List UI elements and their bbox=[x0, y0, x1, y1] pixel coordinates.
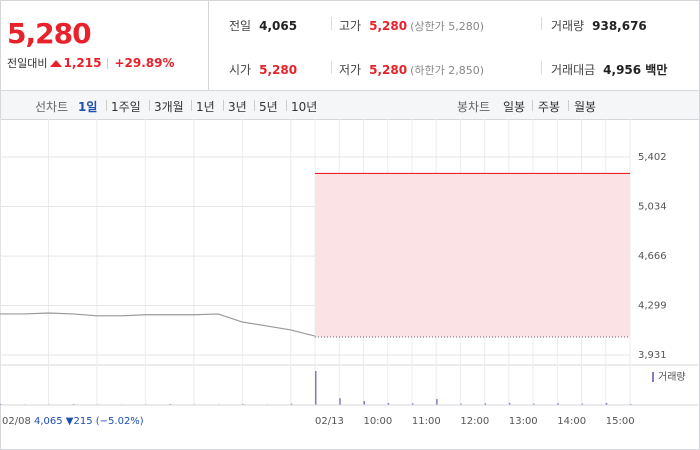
period-tab[interactable]: 10년 bbox=[291, 100, 318, 114]
up-icon bbox=[50, 60, 63, 67]
y-tick-label: 4,299 bbox=[638, 300, 667, 311]
tab-separator bbox=[106, 100, 107, 111]
volume-bar bbox=[242, 403, 244, 405]
stat: 거래량 938,676 bbox=[551, 17, 647, 34]
period-tab[interactable]: 1일 bbox=[78, 100, 98, 114]
tab-separator bbox=[286, 100, 287, 111]
y-tick-label: 3,931 bbox=[638, 350, 667, 361]
info-date: 02/08 bbox=[2, 416, 31, 427]
x-tick-label: 14:00 bbox=[557, 416, 586, 427]
volume-bar bbox=[605, 402, 608, 405]
volume-bar bbox=[0, 403, 2, 405]
info-text: 4,065 ▼215 (−5.02%) bbox=[34, 416, 144, 427]
y-tick-label: 5,402 bbox=[638, 152, 667, 163]
period-tab[interactable]: 1주일 bbox=[111, 100, 141, 114]
stat-label: 전일 bbox=[229, 19, 252, 33]
x-tick-label: 02/13 bbox=[315, 416, 344, 427]
volume-bar bbox=[484, 403, 487, 405]
volume-bar bbox=[508, 402, 511, 405]
period-tab[interactable]: 1년 bbox=[196, 100, 215, 114]
candle-tab[interactable]: 일봉 bbox=[503, 100, 526, 114]
stat: 거래대금 4,956 백만 bbox=[551, 61, 667, 78]
stat-label: 거래량 bbox=[551, 19, 585, 33]
stat-value: 5,280 bbox=[369, 19, 408, 33]
volume-legend: 거래량 bbox=[658, 371, 686, 383]
stat: 전일 4,065 bbox=[229, 17, 297, 34]
period-tab[interactable]: 3년 bbox=[228, 100, 247, 114]
x-tick-label: 10:00 bbox=[363, 416, 392, 427]
y-tick-label: 5,034 bbox=[638, 202, 667, 213]
x-tick-label: 15:00 bbox=[606, 416, 635, 427]
change-label: 전일대비 bbox=[7, 57, 48, 70]
y-tick-label: 4,666 bbox=[638, 251, 667, 262]
period-tab[interactable]: 3개월 bbox=[154, 100, 184, 114]
tab-group-label: 봉차트 bbox=[457, 100, 491, 114]
price-box: 5,280 전일대비 1,215 +29.89% bbox=[1, 1, 209, 90]
tab-separator bbox=[223, 100, 224, 111]
volume-bar bbox=[315, 371, 317, 405]
volume-bar bbox=[630, 403, 632, 405]
volume-legend-icon bbox=[652, 372, 654, 382]
x-tick-label: 13:00 bbox=[509, 416, 538, 427]
stat-value: 5,280 bbox=[259, 63, 298, 77]
volume-bar bbox=[72, 403, 75, 405]
volume-bar bbox=[290, 403, 293, 405]
tab-separator bbox=[254, 100, 255, 111]
quote-header: 5,280 전일대비 1,215 +29.89% 전일 4,065 고가 5,280 (상한… bbox=[1, 1, 699, 91]
area-fill bbox=[315, 173, 630, 337]
tab-separator bbox=[532, 100, 533, 111]
chart: 5,402 5,034 4,666 4,299 3,931 거래량 02/13 10:00 11… bbox=[0, 119, 698, 427]
volume-bar bbox=[533, 403, 535, 405]
stat-note: (상한가 5,280) bbox=[410, 20, 484, 33]
tab-separator bbox=[191, 100, 192, 111]
volume-bar bbox=[436, 398, 438, 405]
stat-value: 5,280 bbox=[369, 63, 408, 77]
stat: 시가 5,280 bbox=[229, 61, 297, 78]
volume-bar bbox=[460, 403, 462, 405]
volume-bar bbox=[581, 403, 584, 405]
volume-bar bbox=[411, 403, 414, 405]
price-line bbox=[0, 312, 316, 337]
x-tick-label: 11:00 bbox=[412, 416, 441, 427]
tab-separator bbox=[149, 100, 150, 111]
volume-bar bbox=[169, 403, 172, 405]
stat-label: 거래대금 bbox=[551, 63, 596, 77]
stat-note: (하한가 2,850) bbox=[410, 64, 484, 77]
volume-bar bbox=[387, 402, 390, 405]
stat-value: 938,676 bbox=[592, 19, 647, 33]
stat: 고가 5,280 (상한가 5,280) bbox=[339, 17, 484, 34]
candle-tab[interactable]: 주봉 bbox=[538, 100, 561, 114]
chart-tabs: 선차트 1일 1주일 3개월 1년 3년 5년 10년 봉차트 일봉 주봉 월봉 bbox=[1, 91, 699, 120]
change-value: 1,215 bbox=[63, 56, 102, 70]
stat: 저가 5,280 (하한가 2,850) bbox=[339, 61, 484, 78]
stat-value: 4,956 백만 bbox=[603, 63, 668, 77]
x-tick-label: 12:00 bbox=[460, 416, 489, 427]
change-percent: +29.89% bbox=[114, 56, 175, 70]
stat-label: 저가 bbox=[339, 63, 362, 77]
volume-bar bbox=[339, 398, 341, 405]
candle-tab[interactable]: 월봉 bbox=[574, 100, 597, 114]
tab-group-label: 선차트 bbox=[35, 100, 69, 114]
stat-value: 4,065 bbox=[259, 19, 298, 33]
tab-separator bbox=[568, 100, 569, 111]
volume-bar bbox=[557, 403, 559, 405]
stat-label: 고가 bbox=[339, 19, 362, 33]
stat-label: 시가 bbox=[229, 63, 252, 77]
change-row: 전일대비 1,215 +29.89% bbox=[7, 55, 175, 71]
period-tab[interactable]: 5년 bbox=[259, 100, 278, 114]
current-price: 5,280 bbox=[7, 17, 92, 50]
volume-bar bbox=[363, 400, 365, 405]
